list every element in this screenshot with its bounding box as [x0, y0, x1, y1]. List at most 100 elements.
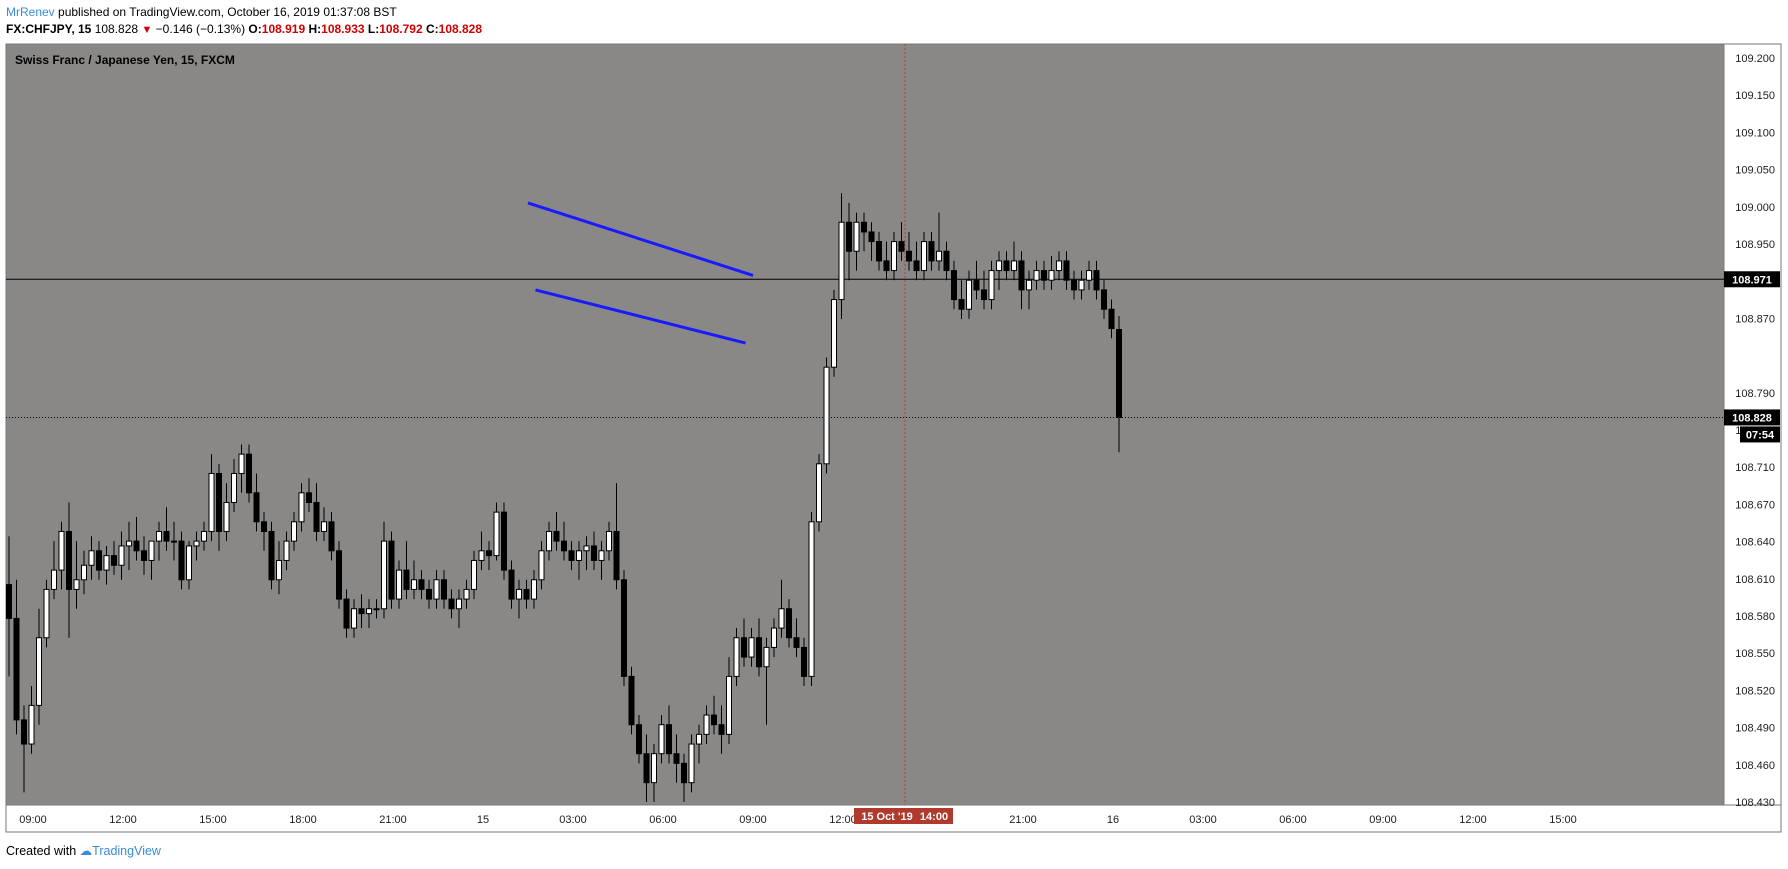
candle[interactable]: [568, 541, 575, 571]
candle[interactable]: [336, 541, 342, 609]
candle[interactable]: [343, 589, 350, 638]
candle[interactable]: [846, 202, 852, 281]
candle[interactable]: [696, 724, 702, 764]
candle[interactable]: [291, 512, 297, 551]
candle[interactable]: [163, 507, 170, 551]
candle[interactable]: [988, 260, 995, 310]
candle[interactable]: [628, 666, 635, 735]
candle[interactable]: [58, 521, 65, 590]
candle[interactable]: [381, 521, 387, 619]
candle[interactable]: [1018, 251, 1025, 310]
candle[interactable]: [763, 637, 770, 725]
candle[interactable]: [486, 541, 492, 571]
candle[interactable]: [688, 734, 695, 793]
candle[interactable]: [613, 483, 620, 590]
trendline[interactable]: [527, 201, 754, 277]
candle[interactable]: [921, 231, 927, 281]
candle[interactable]: [388, 531, 395, 609]
candle[interactable]: [898, 222, 905, 261]
candle[interactable]: [951, 260, 957, 310]
candle[interactable]: [253, 473, 260, 532]
candle[interactable]: [883, 241, 890, 281]
candle[interactable]: [703, 705, 710, 745]
candle[interactable]: [478, 531, 485, 571]
candle[interactable]: [126, 521, 132, 571]
candle[interactable]: [186, 541, 192, 590]
candle[interactable]: [426, 579, 432, 609]
candle[interactable]: [178, 531, 185, 590]
candle[interactable]: [621, 570, 627, 687]
candle[interactable]: [283, 531, 290, 571]
candle[interactable]: [111, 541, 117, 575]
candle[interactable]: [598, 541, 605, 580]
candle[interactable]: [201, 521, 207, 551]
candle[interactable]: [328, 512, 335, 561]
candle[interactable]: [493, 502, 500, 561]
candle[interactable]: [171, 521, 177, 561]
candle[interactable]: [28, 686, 35, 754]
candle[interactable]: [681, 753, 687, 802]
candle[interactable]: [148, 540, 155, 580]
candle[interactable]: [1063, 251, 1070, 290]
candle[interactable]: [733, 628, 740, 687]
candle[interactable]: [868, 222, 875, 261]
candle[interactable]: [943, 241, 950, 281]
candle[interactable]: [1048, 256, 1055, 290]
candle[interactable]: [583, 536, 590, 571]
candle[interactable]: [553, 512, 560, 551]
candle[interactable]: [456, 589, 462, 629]
candle[interactable]: [891, 231, 897, 281]
candle[interactable]: [418, 570, 425, 600]
candle[interactable]: [793, 618, 800, 658]
candle[interactable]: [351, 599, 357, 638]
candle[interactable]: [268, 521, 275, 590]
candle[interactable]: [1011, 241, 1017, 281]
candle[interactable]: [816, 454, 822, 532]
candle[interactable]: [73, 541, 80, 609]
candle[interactable]: [1078, 270, 1085, 300]
candle[interactable]: [118, 531, 125, 580]
candle[interactable]: [321, 507, 327, 542]
candle[interactable]: [958, 280, 965, 319]
candle[interactable]: [1093, 260, 1100, 300]
candle[interactable]: [591, 531, 597, 571]
plot-area[interactable]: [6, 44, 1724, 805]
candle[interactable]: [276, 541, 282, 595]
candle[interactable]: [966, 270, 972, 319]
candle[interactable]: [576, 541, 582, 580]
candle[interactable]: [831, 289, 837, 377]
candle[interactable]: [1116, 315, 1122, 453]
candle[interactable]: [853, 212, 860, 271]
candle[interactable]: [373, 599, 380, 619]
candle[interactable]: [906, 231, 912, 271]
candle[interactable]: [928, 231, 935, 271]
candle[interactable]: [996, 251, 1002, 290]
candle[interactable]: [36, 608, 42, 725]
candle[interactable]: [208, 454, 215, 542]
candle[interactable]: [141, 536, 147, 575]
candle[interactable]: [516, 579, 522, 619]
author-link[interactable]: MrRenev: [6, 5, 55, 19]
candle[interactable]: [1071, 270, 1077, 300]
candle[interactable]: [21, 705, 27, 793]
candle[interactable]: [51, 541, 57, 600]
candle[interactable]: [433, 570, 440, 609]
candle[interactable]: [216, 463, 222, 551]
candle[interactable]: [756, 618, 762, 677]
candle[interactable]: [313, 483, 320, 542]
candle[interactable]: [66, 502, 72, 638]
candle[interactable]: [636, 715, 642, 764]
candle[interactable]: [441, 570, 447, 609]
candle[interactable]: [936, 212, 942, 271]
candle[interactable]: [501, 502, 507, 580]
candle[interactable]: [726, 657, 732, 745]
candle[interactable]: [973, 260, 980, 300]
candle[interactable]: [658, 715, 665, 764]
candle[interactable]: [1086, 260, 1092, 290]
candle[interactable]: [88, 536, 95, 580]
candle[interactable]: [778, 579, 785, 638]
candle[interactable]: [801, 637, 807, 687]
candle[interactable]: [133, 516, 140, 561]
candle[interactable]: [81, 550, 87, 595]
candle[interactable]: [358, 594, 365, 629]
